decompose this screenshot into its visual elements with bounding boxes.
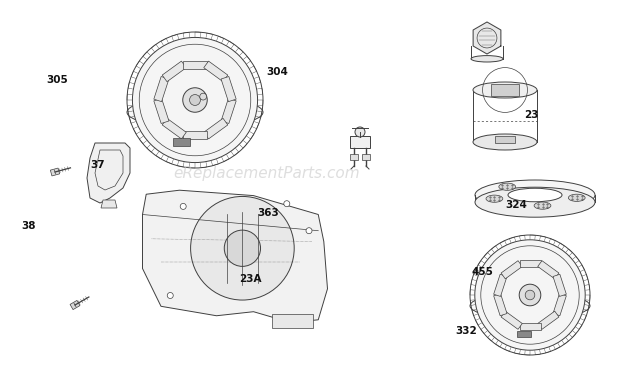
Polygon shape [473,22,501,54]
Bar [50,168,60,176]
Text: 363: 363 [257,208,279,218]
Circle shape [183,88,207,112]
Ellipse shape [499,183,516,190]
Ellipse shape [127,97,263,128]
Bar [154,77,169,102]
Bar [183,131,207,139]
Bar [538,261,559,279]
Text: 455: 455 [471,267,493,277]
Bar [350,154,358,160]
Circle shape [190,196,294,300]
Ellipse shape [473,134,537,150]
Circle shape [525,290,535,300]
Text: 23: 23 [524,110,538,120]
Bar [272,314,312,328]
Bar [494,293,507,316]
Bar [553,293,566,316]
Circle shape [224,230,260,266]
Bar [495,136,515,144]
Ellipse shape [475,180,595,210]
Circle shape [519,284,541,306]
Ellipse shape [534,202,551,209]
Bar [162,61,186,82]
Ellipse shape [470,292,590,319]
Bar [204,61,228,82]
Bar [520,323,541,330]
Polygon shape [87,143,130,203]
Bar [516,330,531,337]
Text: 37: 37 [90,159,105,170]
Bar [362,154,370,160]
Text: 305: 305 [46,74,68,85]
Polygon shape [101,200,117,208]
Circle shape [284,201,290,207]
Bar [501,311,522,329]
Bar [173,138,190,146]
Circle shape [133,37,257,162]
Circle shape [167,293,173,299]
Bar [162,118,186,139]
Bar [553,274,566,296]
Circle shape [200,93,206,100]
Ellipse shape [471,56,503,62]
Circle shape [306,228,312,234]
Text: 324: 324 [505,200,527,211]
Bar [204,118,228,139]
Circle shape [190,95,200,105]
Ellipse shape [486,195,503,202]
Bar [490,84,520,96]
Text: 304: 304 [267,67,288,77]
Circle shape [355,127,365,137]
Bar [494,274,507,296]
Text: 23A: 23A [239,274,261,285]
Bar [221,77,236,102]
Ellipse shape [569,194,585,201]
Bar [221,98,236,124]
Text: 332: 332 [456,326,477,336]
Ellipse shape [473,82,537,98]
Bar [183,61,207,69]
Circle shape [180,204,186,209]
Bar [501,261,522,279]
Polygon shape [143,190,327,323]
Bar [350,136,370,148]
Circle shape [475,240,585,350]
Text: eReplacementParts.com: eReplacementParts.com [173,166,360,181]
Bar [154,98,169,124]
Bar [538,311,559,329]
Text: 38: 38 [22,221,36,231]
Ellipse shape [475,187,595,217]
Bar [520,260,541,268]
Ellipse shape [508,188,562,202]
Bar [70,300,80,310]
